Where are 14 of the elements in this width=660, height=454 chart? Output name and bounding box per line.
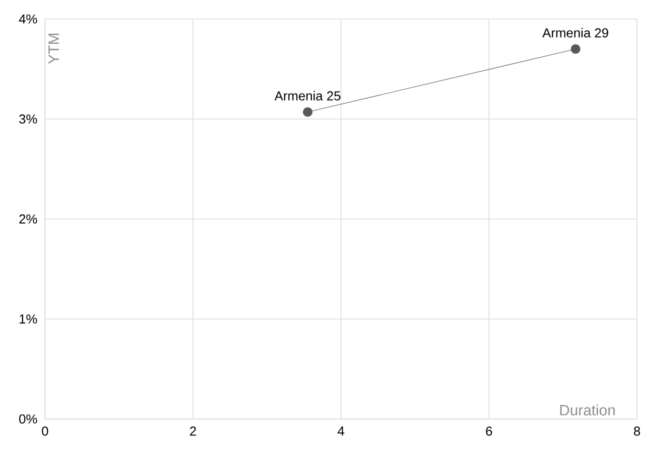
x-axis-title: Duration	[560, 404, 615, 416]
y-tick-label: 1%	[20, 314, 38, 324]
y-tick-label: 2%	[19, 214, 38, 224]
annotation: Armenia 29	[542, 28, 608, 38]
y-tick-label: 0%	[19, 414, 38, 424]
x-tick-label: 0	[42, 426, 48, 436]
x-tick-label: 2	[190, 426, 196, 436]
x-tick-label: 8	[634, 426, 640, 436]
y-tick-label: 4%	[18, 14, 38, 24]
y-axis-title: YTM	[48, 34, 59, 64]
annotation: Armenia 25	[274, 90, 340, 100]
y-tick-label: 3%	[19, 114, 38, 124]
x-tick-label: 6	[486, 426, 492, 436]
x-tick-label: 4	[338, 426, 344, 436]
